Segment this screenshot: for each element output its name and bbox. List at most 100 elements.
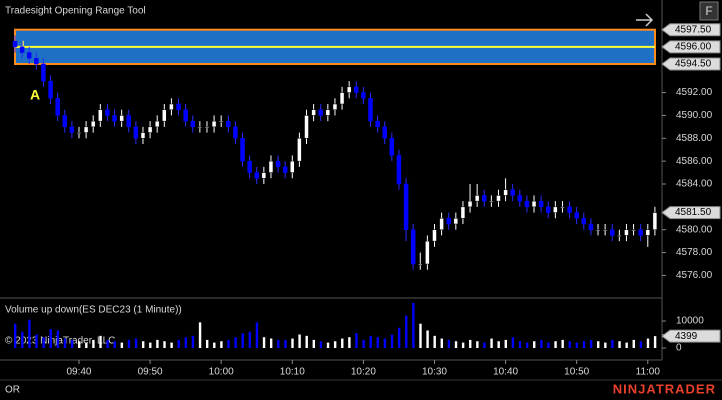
- volume-bar: [511, 337, 515, 348]
- price-tag: [661, 40, 721, 54]
- x-tick-label: 10:50: [564, 367, 589, 378]
- volume-bar: [504, 339, 507, 348]
- y-tick-label: 0: [676, 343, 682, 354]
- candle-body: [55, 98, 60, 116]
- volume-bar: [113, 341, 116, 348]
- candle-body: [211, 120, 217, 128]
- y-tick-label: 10000: [676, 316, 704, 327]
- volume-bar: [170, 342, 173, 348]
- candle-body: [218, 120, 224, 123]
- candle-body: [261, 172, 267, 179]
- volume-bar: [220, 341, 223, 348]
- arrow-icon: [636, 13, 654, 27]
- candle-body: [652, 212, 658, 230]
- volume-bar: [234, 337, 237, 348]
- candle-body: [460, 206, 466, 219]
- candle-body: [524, 200, 530, 208]
- volume-bar: [312, 339, 316, 348]
- volume-bar: [554, 341, 557, 348]
- volume-bar: [92, 339, 95, 348]
- volume-bar: [419, 323, 422, 348]
- candle-body: [375, 120, 380, 128]
- volume-bar: [14, 323, 17, 348]
- volume-bar: [412, 302, 415, 348]
- volume-bar: [149, 342, 152, 348]
- volume-bar: [134, 338, 138, 348]
- candle-body: [311, 109, 316, 116]
- volume-bar: [85, 342, 88, 348]
- candle-body: [233, 126, 238, 139]
- candle-body: [432, 229, 437, 242]
- volume-bar: [21, 331, 24, 348]
- volume-bar: [120, 342, 124, 348]
- button-label[interactable]: F: [705, 4, 712, 18]
- candle-body: [290, 160, 295, 173]
- volume-bar: [362, 339, 365, 348]
- y-tick-label: 4592.00: [676, 87, 713, 98]
- volume-bar: [333, 341, 337, 348]
- price-tag-label: 4597.50: [675, 24, 712, 35]
- x-tick-label: 10:00: [209, 367, 234, 378]
- price-tag-label: 4594.50: [675, 59, 712, 70]
- candle-body: [624, 229, 629, 236]
- volume-bar: [163, 341, 166, 348]
- candle-body: [76, 132, 82, 134]
- candle-body: [602, 229, 608, 231]
- candle-body: [90, 120, 96, 128]
- volume-bar: [70, 339, 74, 348]
- candle-body: [268, 160, 274, 173]
- candle-body: [325, 109, 331, 116]
- candle-body: [169, 103, 174, 110]
- candle-body: [418, 263, 423, 266]
- volume-bar: [390, 334, 394, 348]
- volume-bar: [604, 342, 607, 348]
- candle-body: [446, 218, 451, 225]
- volume-bar: [341, 338, 344, 348]
- candle-body: [41, 63, 46, 82]
- candle-body: [105, 109, 110, 116]
- price-tag: [661, 206, 721, 220]
- volume-bar: [625, 342, 628, 348]
- candle-body: [12, 40, 18, 48]
- volume-bar: [483, 342, 486, 348]
- candle-body: [112, 115, 117, 122]
- candle-body: [410, 229, 416, 265]
- volume-bar: [540, 339, 543, 348]
- volume-bar: [440, 338, 443, 348]
- volume-bar: [106, 339, 109, 348]
- volume-bar: [277, 339, 280, 348]
- volume-bar: [447, 339, 451, 348]
- volume-bar: [632, 339, 635, 348]
- candle-body: [396, 155, 402, 185]
- candle-body: [453, 218, 459, 225]
- candle-body: [83, 126, 89, 133]
- candle-body: [332, 103, 338, 110]
- candle-body: [517, 195, 523, 202]
- candle-body: [546, 206, 551, 213]
- volume-tag: [661, 329, 721, 343]
- volume-bar: [582, 341, 586, 348]
- volume-bar: [618, 341, 621, 348]
- volume-bar: [525, 342, 529, 348]
- volume-bar: [518, 341, 522, 348]
- candle-body: [197, 126, 203, 129]
- candle-body: [560, 206, 565, 209]
- volume-bar: [469, 339, 472, 348]
- candle-body: [147, 126, 153, 133]
- x-tick-label: 09:50: [138, 367, 163, 378]
- button[interactable]: [699, 1, 719, 21]
- candle-body: [617, 235, 622, 237]
- candle-body: [439, 218, 444, 230]
- volume-bar: [177, 339, 180, 348]
- volume-bar: [298, 334, 301, 348]
- volume-bar: [191, 335, 195, 348]
- candle-body: [531, 200, 537, 208]
- candle-body: [382, 126, 387, 139]
- volume-bar: [589, 339, 593, 348]
- candle-body: [318, 109, 323, 116]
- y-tick-label: 4586.00: [676, 156, 713, 167]
- candle-body: [638, 229, 643, 236]
- candle-body: [489, 200, 494, 203]
